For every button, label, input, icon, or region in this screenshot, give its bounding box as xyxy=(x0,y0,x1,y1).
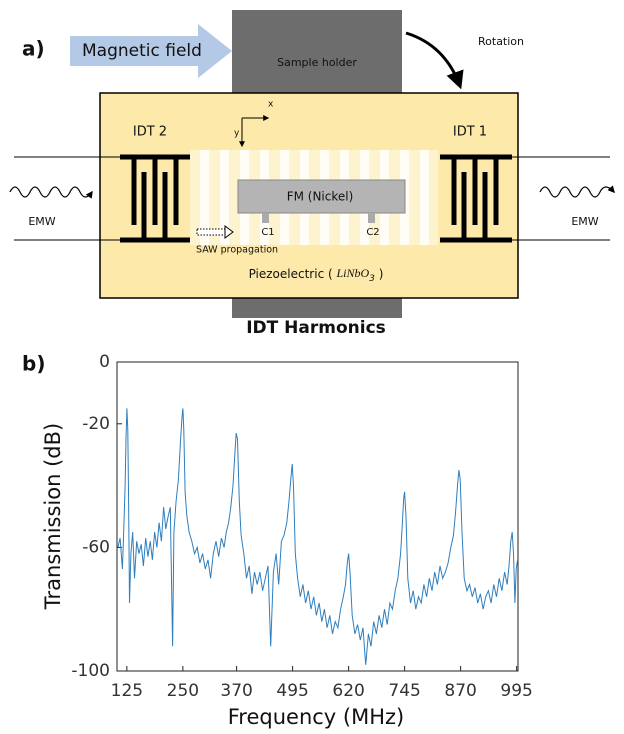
panel-label: a) xyxy=(22,37,45,61)
x-tick-label: 745 xyxy=(388,681,420,701)
rotation-label: Rotation xyxy=(478,35,524,48)
contact xyxy=(262,213,269,223)
transmission-line xyxy=(117,408,519,665)
holder-label: Sample holder xyxy=(277,56,357,69)
y-axis-title: Transmission (dB) xyxy=(41,423,65,610)
axis-label: y xyxy=(234,129,240,139)
field-arrow xyxy=(70,24,232,78)
x-tick-label: 620 xyxy=(332,681,364,701)
contact-label: C1 xyxy=(261,227,274,238)
y-tick-label: 0 xyxy=(99,352,110,372)
idt-label: IDT 2 xyxy=(133,125,167,140)
saw-arrow xyxy=(196,228,226,236)
x-tick-label: 125 xyxy=(111,681,143,701)
axis-label: x xyxy=(268,100,274,110)
panel-label: b) xyxy=(22,352,45,376)
emw-label: EMW xyxy=(571,215,598,228)
x-tick-label: 370 xyxy=(220,681,252,701)
x-tick-label: 870 xyxy=(444,681,476,701)
y-tick-label: -100 xyxy=(71,661,110,681)
y-tick-label: -60 xyxy=(82,537,110,557)
x-tick-label: 495 xyxy=(276,681,308,701)
idt-2 xyxy=(14,154,190,243)
saw-label: SAW propagation xyxy=(196,245,278,256)
chart-title: IDT Harmonics xyxy=(246,318,386,338)
rotation-arrow xyxy=(405,31,464,90)
x-axis-title: Frequency (MHz) xyxy=(228,705,404,729)
saw-arrow-head xyxy=(224,225,234,239)
fm-layer xyxy=(237,179,406,214)
emw-label: EMW xyxy=(28,215,55,228)
contact xyxy=(368,213,375,223)
plot-frame xyxy=(116,361,519,672)
x-tick-label: 250 xyxy=(167,681,199,701)
field-label: Magnetic field xyxy=(82,41,202,61)
x-tick-label: 995 xyxy=(500,681,532,701)
formula-subscript: 3 xyxy=(369,274,375,284)
y-tick-label: -20 xyxy=(82,414,110,434)
emw-wave xyxy=(9,186,93,199)
substrate-text: ) xyxy=(379,267,384,281)
formula: LiNbO xyxy=(335,266,369,280)
idt-1 xyxy=(440,154,610,243)
substrate-text: Piezoelectric ( xyxy=(249,267,333,281)
substrate-label: Piezoelectric ( LiNbO3 ) xyxy=(249,266,384,285)
fm-label: FM (Nickel) xyxy=(287,190,354,204)
emw-wave xyxy=(539,185,615,198)
idt-label: IDT 1 xyxy=(453,125,487,140)
contact-label: C2 xyxy=(366,227,379,238)
